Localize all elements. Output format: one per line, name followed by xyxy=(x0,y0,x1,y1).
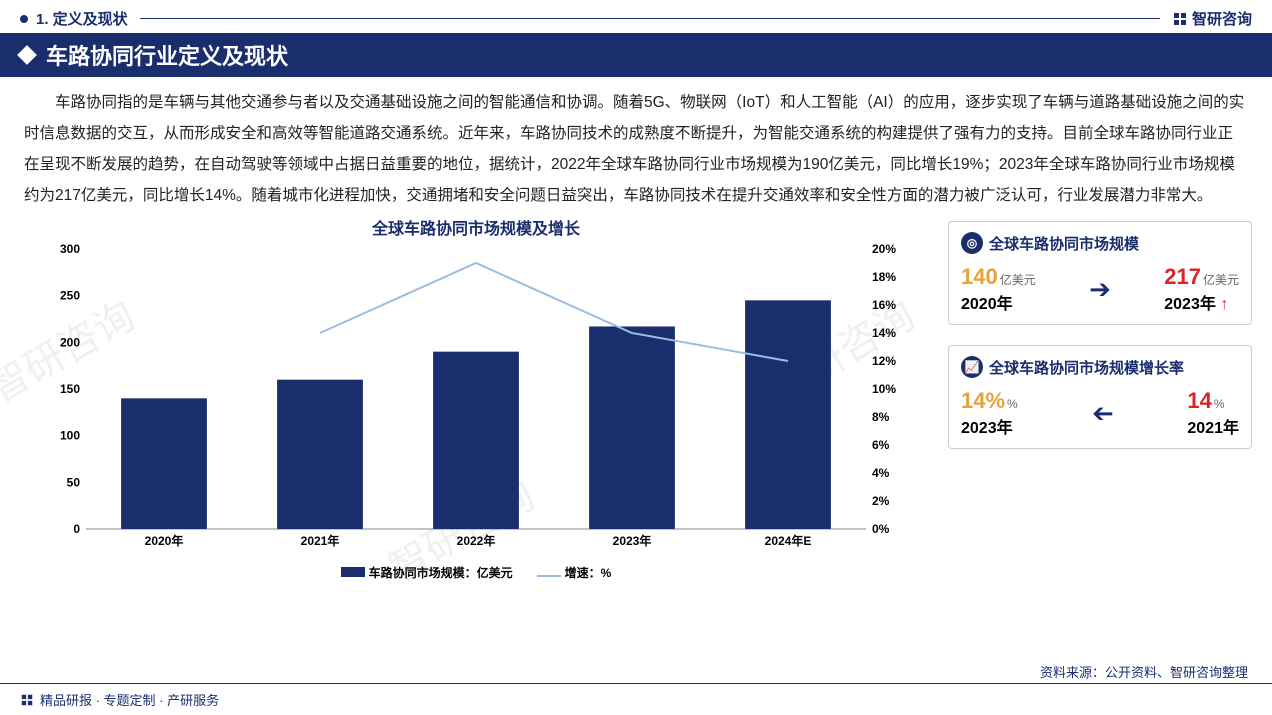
metric-left: 140亿美元 2020年 xyxy=(961,264,1036,314)
growth-left: 14%% 2023年 xyxy=(961,388,1018,438)
body-paragraph: 车路协同指的是车辆与其他交通参与者以及交通基础设施之间的智能通信和协调。随着5G… xyxy=(0,77,1272,215)
panel-scale-title: 全球车路协同市场规模 xyxy=(989,233,1139,254)
chart-legend: 车路协同市场规模：亿美元 增速：% xyxy=(20,564,932,581)
svg-text:18%: 18% xyxy=(872,270,896,284)
footer: 精品研报 · 专题定制 · 产研服务 xyxy=(0,683,1272,715)
panel-growth-rate: 📈 全球车路协同市场规模增长率 14%% 2023年 ➔ 14% 2021年 xyxy=(948,345,1252,449)
growth-right: 14% 2021年 xyxy=(1187,388,1239,438)
growth-right-year: 2021年 xyxy=(1187,414,1239,438)
brand-label: 智研咨询 xyxy=(1172,8,1252,29)
growth-left-unit: % xyxy=(1007,397,1018,411)
footer-text: 精品研报 · 专题定制 · 产研服务 xyxy=(40,690,219,709)
header: 1. 定义及现状 智研咨询 xyxy=(0,0,1272,33)
divider xyxy=(140,18,1160,19)
svg-text:2024年E: 2024年E xyxy=(765,533,812,548)
svg-text:2022年: 2022年 xyxy=(457,533,496,548)
legend-line-label: 增速：% xyxy=(565,566,612,580)
metric-left-year: 2020年 xyxy=(961,290,1036,314)
svg-text:50: 50 xyxy=(67,475,81,489)
section-label: 1. 定义及现状 xyxy=(36,8,128,29)
arrow-left-icon: ➔ xyxy=(1092,398,1114,429)
brand-icon xyxy=(20,693,34,707)
svg-text:150: 150 xyxy=(60,382,80,396)
legend-line: 增速：% xyxy=(537,564,612,581)
legend-bar-label: 车路协同市场规模：亿美元 xyxy=(369,566,513,580)
svg-text:200: 200 xyxy=(60,335,80,349)
growth-left-year: 2023年 xyxy=(961,414,1018,438)
panel-growth-title: 全球车路协同市场规模增长率 xyxy=(989,357,1184,378)
target-icon: ◎ xyxy=(961,232,983,254)
brand-text: 智研咨询 xyxy=(1192,8,1252,29)
svg-text:16%: 16% xyxy=(872,298,896,312)
svg-text:300: 300 xyxy=(60,242,80,256)
page-title: 车路协同行业定义及现状 xyxy=(46,39,288,71)
arrow-right-icon: ➔ xyxy=(1089,274,1111,305)
svg-text:0%: 0% xyxy=(872,522,890,536)
brand-icon xyxy=(1172,11,1188,27)
bullet-icon xyxy=(20,15,28,23)
growth-right-unit: % xyxy=(1214,397,1225,411)
svg-text:10%: 10% xyxy=(872,382,896,396)
chart-title: 全球车路协同市场规模及增长 xyxy=(20,215,932,239)
svg-text:20%: 20% xyxy=(872,242,896,256)
metric-right-year: 2023年 xyxy=(1164,296,1216,313)
svg-text:8%: 8% xyxy=(872,410,890,424)
panel-market-scale: ◎ 全球车路协同市场规模 140亿美元 2020年 ➔ 217亿美元 2023年… xyxy=(948,221,1252,325)
growth-left-value: 14% xyxy=(961,388,1005,413)
svg-text:6%: 6% xyxy=(872,438,890,452)
legend-bar: 车路协同市场规模：亿美元 xyxy=(341,564,513,581)
svg-text:0: 0 xyxy=(73,522,80,536)
metric-right: 217亿美元 2023年 ↑ xyxy=(1164,264,1239,314)
growth-right-value: 14 xyxy=(1187,388,1211,413)
svg-text:100: 100 xyxy=(60,429,80,443)
metric-right-value: 217 xyxy=(1164,264,1201,289)
svg-text:12%: 12% xyxy=(872,354,896,368)
diamond-icon xyxy=(17,45,37,65)
svg-text:2020年: 2020年 xyxy=(145,533,184,548)
metric-left-unit: 亿美元 xyxy=(1000,273,1036,287)
metric-right-unit: 亿美元 xyxy=(1203,273,1239,287)
combo-chart: 0 50 100 150 200 250 300 0% 2% 4% 6% 8% 10% 12% 14% 16%… xyxy=(20,239,932,559)
svg-text:2021年: 2021年 xyxy=(301,533,340,548)
source-label: 资料来源：公开资料、智研咨询整理 xyxy=(1040,662,1248,681)
chart-up-icon: 📈 xyxy=(961,356,983,378)
svg-text:2023年: 2023年 xyxy=(613,533,652,548)
svg-text:4%: 4% xyxy=(872,466,890,480)
svg-text:14%: 14% xyxy=(872,326,896,340)
svg-text:2%: 2% xyxy=(872,494,890,508)
up-arrow-icon: ↑ xyxy=(1220,296,1228,313)
metric-left-value: 140 xyxy=(961,264,998,289)
title-bar: 车路协同行业定义及现状 xyxy=(0,33,1272,77)
svg-text:250: 250 xyxy=(60,289,80,303)
chart-container: 全球车路协同市场规模及增长 0 50 100 150 200 250 300 0% 2% 4% 6%… xyxy=(20,215,932,595)
